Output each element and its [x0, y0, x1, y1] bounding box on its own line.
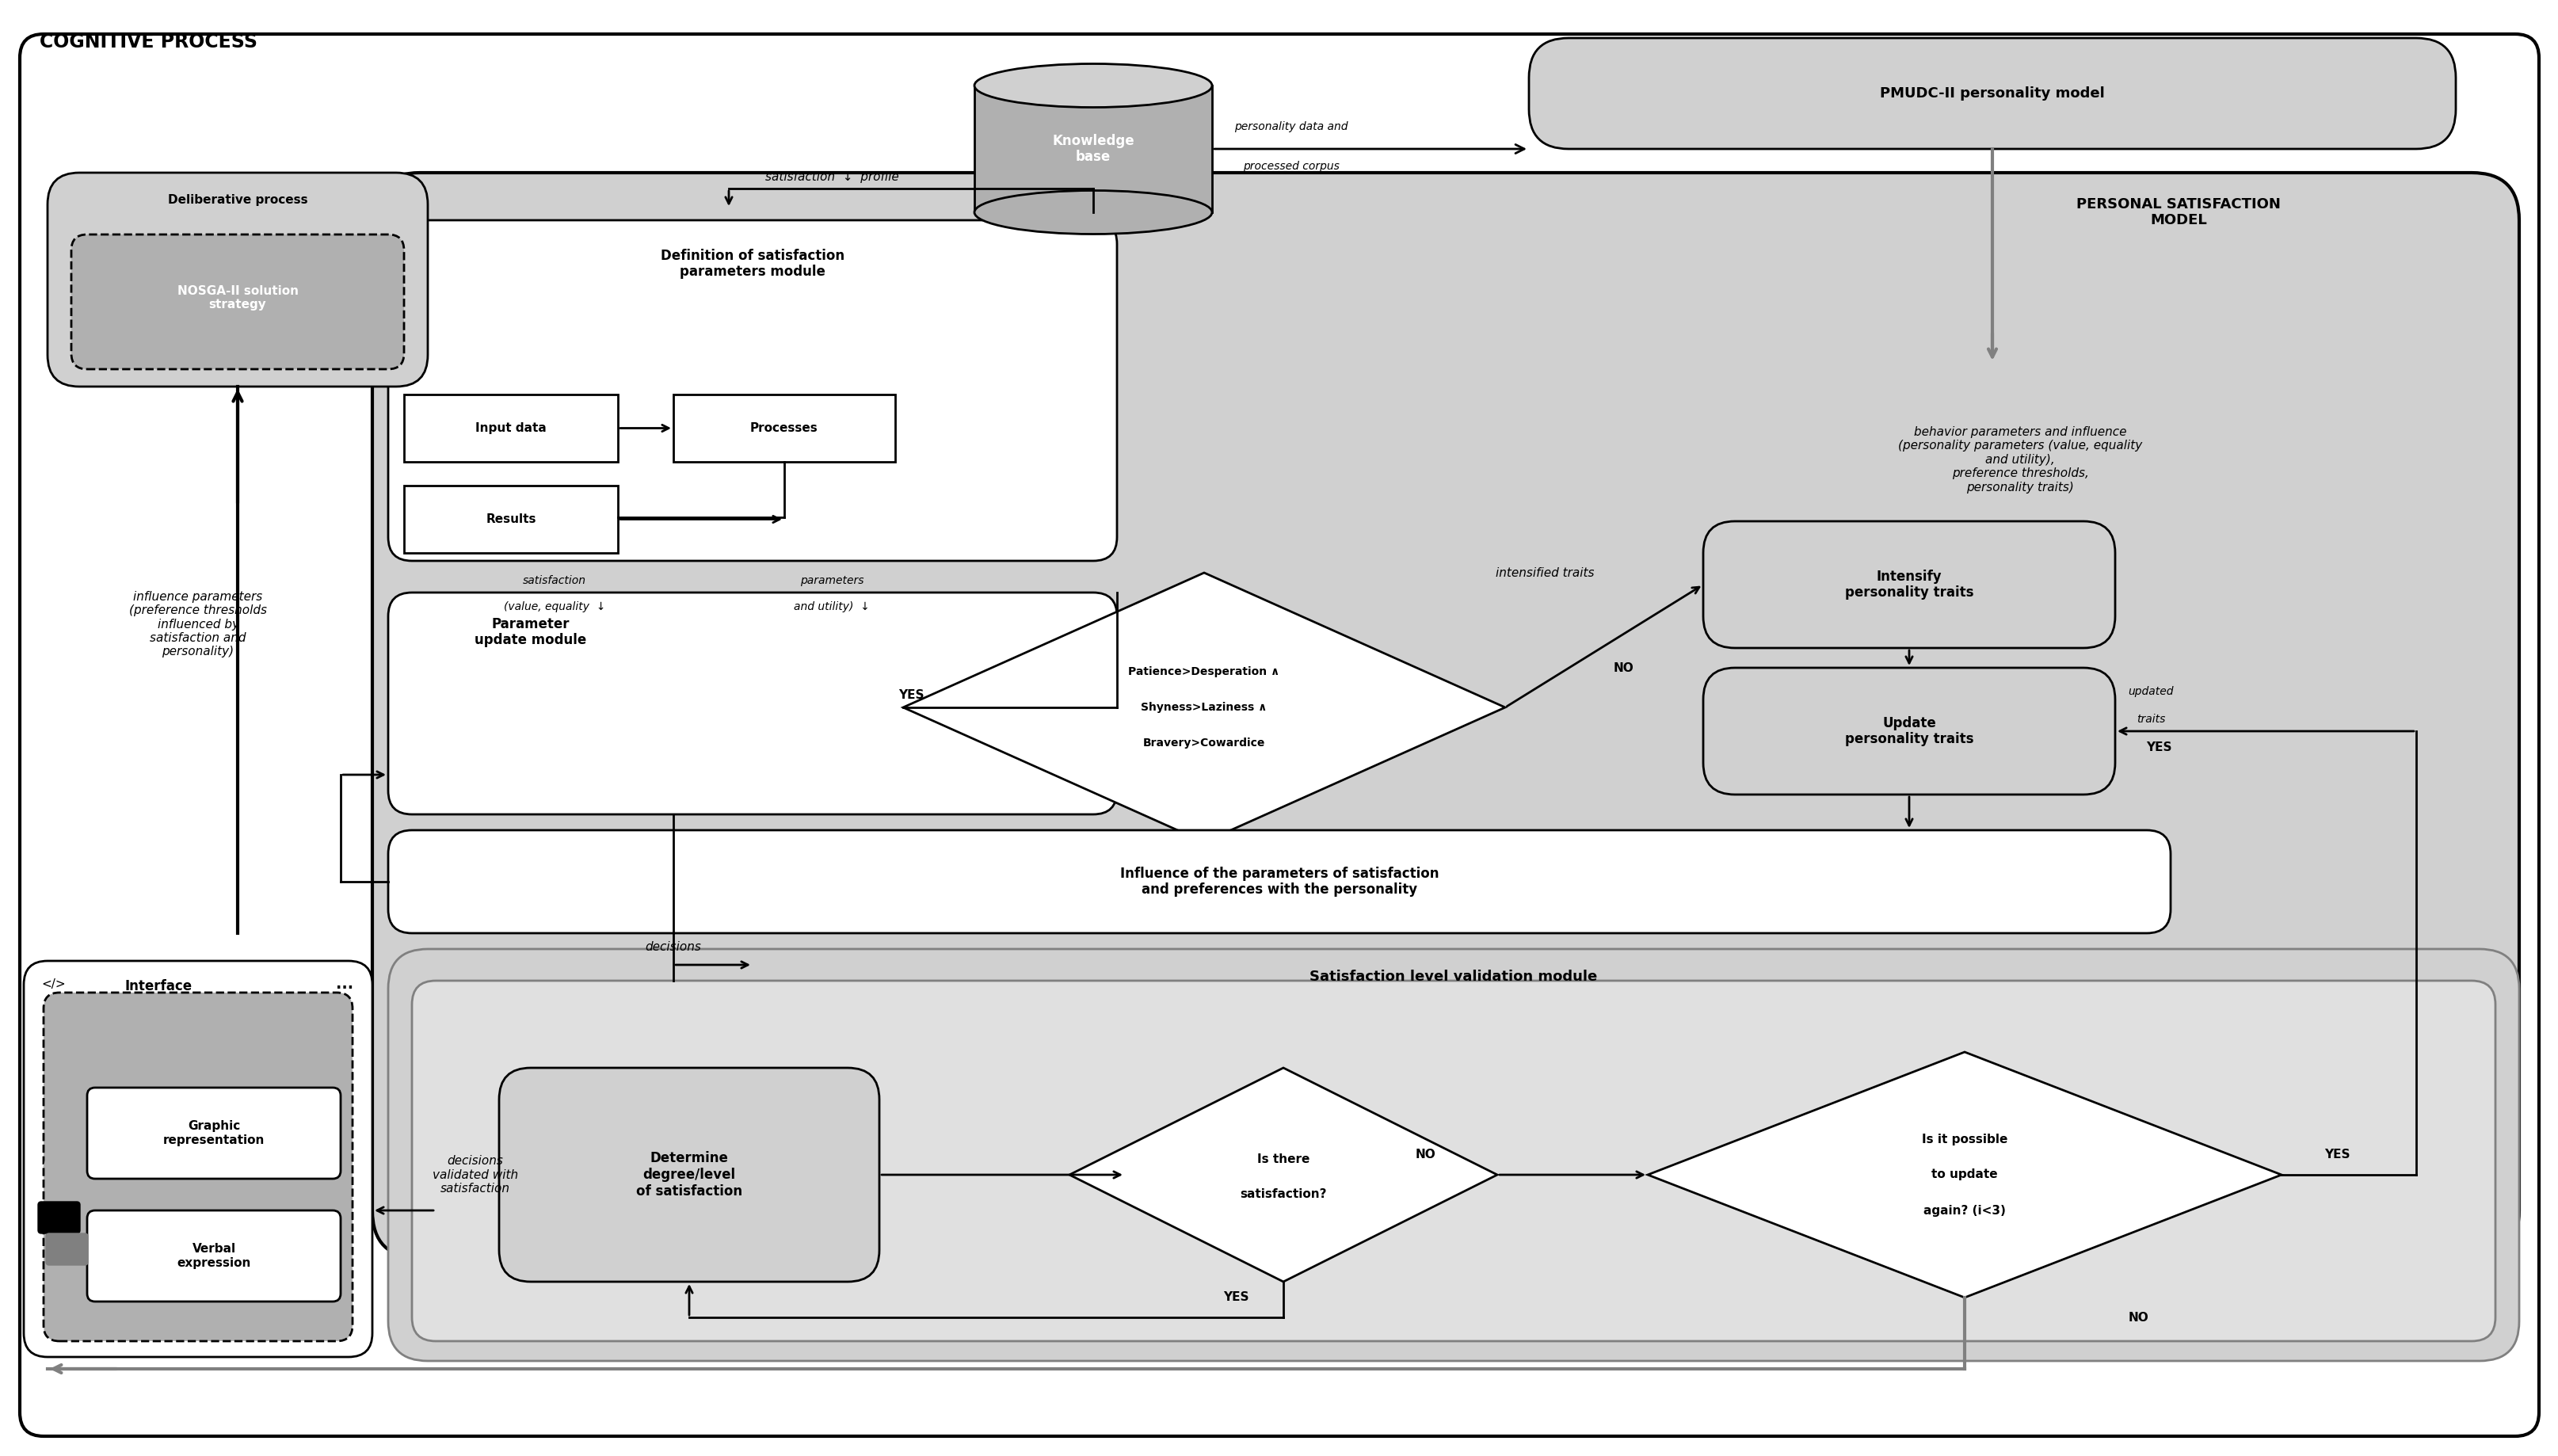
- Text: and utility)  ↓: and utility) ↓: [793, 601, 870, 613]
- Text: Knowledge
base: Knowledge base: [1051, 134, 1133, 165]
- Text: </>: </>: [41, 978, 67, 990]
- Polygon shape: [1647, 1053, 2282, 1297]
- Text: Is there: Is there: [1256, 1153, 1310, 1165]
- Text: NO: NO: [2128, 1312, 2149, 1324]
- Text: parameters: parameters: [801, 575, 865, 587]
- FancyBboxPatch shape: [412, 981, 2494, 1341]
- Text: Definition of satisfaction
parameters module: Definition of satisfaction parameters mo…: [660, 249, 844, 280]
- Text: YES: YES: [2323, 1149, 2348, 1160]
- Ellipse shape: [975, 64, 1212, 108]
- Circle shape: [46, 1080, 77, 1111]
- Text: to update: to update: [1931, 1169, 1998, 1181]
- Text: behavior parameters and influence
(personality parameters (value, equality
and u: behavior parameters and influence (perso…: [1898, 427, 2141, 494]
- Text: Patience>Desperation ∧: Patience>Desperation ∧: [1128, 667, 1279, 677]
- Text: YES: YES: [898, 690, 923, 702]
- Text: Results: Results: [486, 514, 537, 526]
- Polygon shape: [43, 1111, 79, 1166]
- Text: PERSONAL SATISFACTION
MODEL: PERSONAL SATISFACTION MODEL: [2075, 197, 2279, 227]
- FancyBboxPatch shape: [389, 830, 2169, 933]
- FancyBboxPatch shape: [1704, 521, 2115, 648]
- FancyBboxPatch shape: [975, 86, 1212, 213]
- FancyBboxPatch shape: [389, 949, 2520, 1361]
- Text: satisfaction?: satisfaction?: [1241, 1188, 1325, 1201]
- Text: Intensify
personality traits: Intensify personality traits: [1844, 569, 1972, 600]
- FancyBboxPatch shape: [87, 1088, 340, 1179]
- Text: Satisfaction level validation module: Satisfaction level validation module: [1310, 970, 1596, 984]
- Text: (value, equality  ↓: (value, equality ↓: [504, 601, 606, 613]
- Text: PMUDC-II personality model: PMUDC-II personality model: [1880, 86, 2105, 100]
- FancyBboxPatch shape: [72, 234, 404, 370]
- Text: Verbal
expression: Verbal expression: [177, 1243, 251, 1268]
- Text: COGNITIVE PROCESS: COGNITIVE PROCESS: [38, 32, 258, 51]
- Text: ...: ...: [335, 977, 353, 992]
- FancyBboxPatch shape: [404, 395, 616, 462]
- FancyBboxPatch shape: [389, 220, 1118, 561]
- Ellipse shape: [975, 191, 1212, 234]
- FancyBboxPatch shape: [43, 993, 353, 1341]
- FancyBboxPatch shape: [38, 1201, 79, 1233]
- Text: Influence of the parameters of satisfaction
and preferences with the personality: Influence of the parameters of satisfact…: [1120, 866, 1438, 897]
- Text: traits: traits: [2136, 713, 2164, 725]
- Polygon shape: [903, 572, 1504, 842]
- Text: Shyness>Laziness ∧: Shyness>Laziness ∧: [1141, 702, 1266, 713]
- Text: updated: updated: [2128, 686, 2172, 697]
- Text: satisfaction: satisfaction: [522, 575, 586, 587]
- FancyBboxPatch shape: [87, 1210, 340, 1302]
- Polygon shape: [1069, 1067, 1496, 1281]
- Text: decisions
validated with
satisfaction: decisions validated with satisfaction: [432, 1155, 517, 1194]
- Text: satisfaction  ↓  profile: satisfaction ↓ profile: [765, 170, 898, 182]
- FancyBboxPatch shape: [1530, 38, 2456, 149]
- FancyBboxPatch shape: [23, 961, 373, 1357]
- Text: Bravery>Cowardice: Bravery>Cowardice: [1143, 738, 1264, 748]
- Text: NO: NO: [1415, 1149, 1435, 1160]
- FancyBboxPatch shape: [20, 33, 2538, 1436]
- Text: YES: YES: [2146, 741, 2172, 753]
- Text: NO: NO: [1614, 662, 1635, 674]
- Text: Determine
degree/level
of satisfaction: Determine degree/level of satisfaction: [637, 1152, 742, 1198]
- FancyBboxPatch shape: [673, 395, 895, 462]
- FancyBboxPatch shape: [389, 593, 1118, 814]
- Text: processed corpus: processed corpus: [1243, 160, 1340, 172]
- Text: Update
personality traits: Update personality traits: [1844, 716, 1972, 747]
- Text: intensified traits: intensified traits: [1494, 566, 1594, 578]
- FancyBboxPatch shape: [1704, 668, 2115, 795]
- FancyBboxPatch shape: [404, 486, 616, 553]
- Text: Deliberative process: Deliberative process: [169, 195, 307, 207]
- Text: Graphic
representation: Graphic representation: [164, 1120, 263, 1146]
- Text: Input data: Input data: [476, 422, 547, 434]
- FancyBboxPatch shape: [49, 173, 427, 387]
- Text: decisions: decisions: [645, 942, 701, 954]
- Text: Processes: Processes: [749, 422, 819, 434]
- Text: again? (i<3): again? (i<3): [1924, 1204, 2005, 1216]
- FancyBboxPatch shape: [46, 1233, 87, 1265]
- Text: Is it possible: Is it possible: [1921, 1133, 2008, 1144]
- FancyBboxPatch shape: [499, 1067, 880, 1281]
- Text: Interface: Interface: [125, 978, 192, 993]
- Text: influence parameters
(preference thresholds
influenced by
satisfaction and
perso: influence parameters (preference thresho…: [128, 591, 266, 658]
- Text: Parameter
update module: Parameter update module: [476, 617, 586, 648]
- Text: personality data and: personality data and: [1233, 121, 1348, 132]
- FancyBboxPatch shape: [373, 173, 2520, 1258]
- Text: NOSGA-II solution
strategy: NOSGA-II solution strategy: [177, 285, 299, 310]
- Text: YES: YES: [1223, 1291, 1248, 1303]
